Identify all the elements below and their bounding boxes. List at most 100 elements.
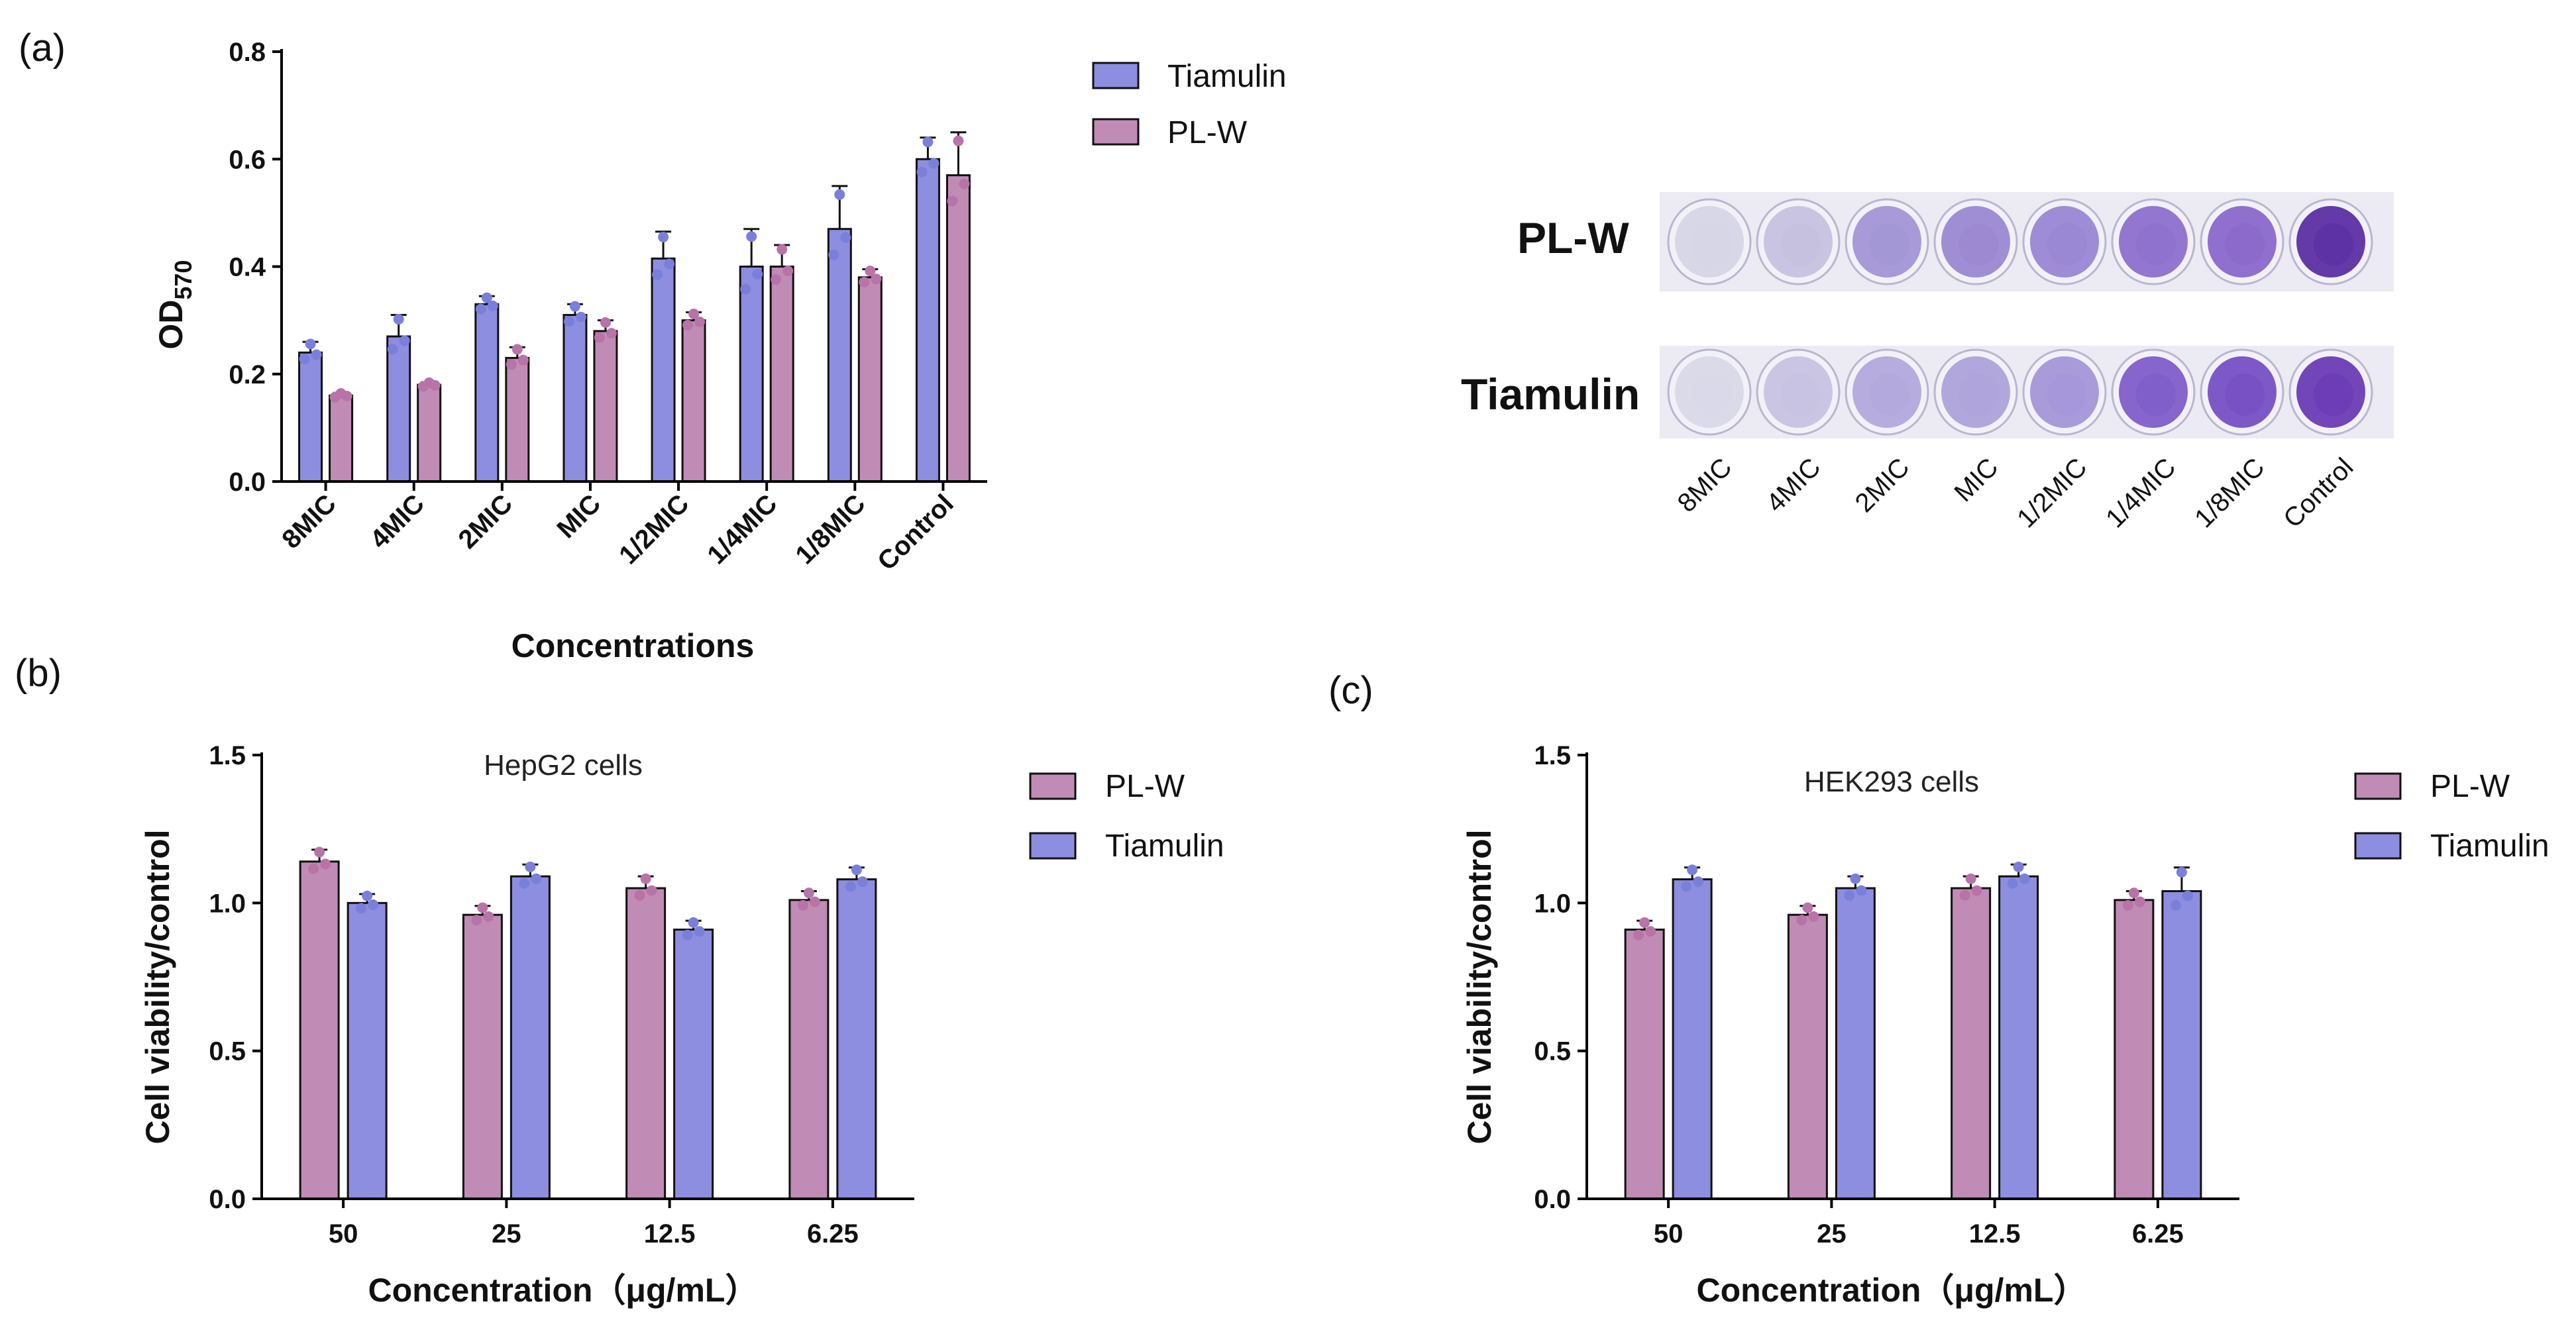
chart-a-bar-tiamulin-mic-point-0 [563, 316, 574, 327]
chart-c-bar-tiamulin-25 [1835, 887, 1876, 1200]
chart-a-ylabel-sub: 570 [170, 260, 197, 299]
chart-b-hepg2: 0.0 0.5 1.0 1.5 50 25 12.5 6.25 HepG2 cells Con… [139, 741, 1224, 1309]
chart-c-bar-pl-w-50-point-1 [1645, 926, 1656, 937]
chart-b-bar-pl-w-25-point-0 [471, 915, 482, 926]
chart-b-bar-pl-w-50 [299, 860, 340, 1200]
chart-a-bar-pl-w-1-2mic-point-1 [694, 317, 706, 328]
legend-label-tiamulin: Tiamulin [1105, 829, 1224, 864]
plate-well-tiamulin-control-center [2314, 374, 2353, 416]
chart-c-xtick-label-0: 50 [1654, 1219, 1684, 1248]
chart-c-bar-tiamulin-6-25-point-2 [2176, 866, 2187, 878]
chart-b-bar-pl-w-6-25-point-2 [803, 888, 814, 899]
chart-b-bar-pl-w-25 [462, 913, 503, 1200]
chart-c-bar-pl-w-25-point-1 [1808, 911, 1819, 922]
chart-b-bar-pl-w-50-point-1 [320, 858, 331, 870]
chart-c-bar-pl-w-12-5-point-2 [1965, 873, 1976, 884]
chart-a-bar-tiamulin-8mic-point-2 [305, 338, 316, 350]
chart-a-bar-pl-w-control-point-2 [953, 135, 964, 146]
chart-c-bar-pl-w-50 [1624, 929, 1665, 1200]
chart-c-bar-tiamulin-50-point-0 [1681, 881, 1692, 892]
chart-c-ytick-label-3: 1.5 [1534, 741, 1571, 770]
chart-c-bar-tiamulin-6-25 [2161, 890, 2202, 1200]
chart-a-bar-pl-w-1-4mic-point-0 [771, 274, 782, 285]
chart-a-bar-tiamulin-1-2mic-point-1 [664, 258, 675, 270]
chart-c-bar-pl-w-25 [1787, 913, 1828, 1200]
chart-c-bar-tiamulin-12-5-point-2 [2013, 861, 2024, 872]
chart-a-bar-tiamulin-1-2mic [651, 257, 676, 483]
chart-b-bar-tiamulin-6-25-point-1 [857, 876, 868, 888]
chart-a-bar-pl-w-mic-point-2 [600, 317, 611, 328]
chart-c-bar-tiamulin-6-25-point-0 [2170, 899, 2181, 911]
chart-a-bar-tiamulin-mic-point-1 [575, 311, 586, 323]
legend-swatch-tiamulin [1029, 832, 1077, 860]
plate-column-label-mic: MIC [1949, 452, 2004, 507]
chart-c-axes: 0.0 0.5 1.0 1.5 50 25 12.5 6.25 [1534, 741, 2239, 1248]
chart-a-xtick-label-5: 1/4MIC [702, 489, 782, 570]
chart-a-bar-tiamulin-8mic-point-0 [299, 354, 310, 365]
chart-a-bar-tiamulin-1-8mic-point-0 [828, 249, 839, 260]
chart-a-bar-tiamulin-1-4mic [739, 266, 764, 483]
chart-c-bar-tiamulin-25-point-1 [1856, 885, 1867, 896]
chart-a-bar-tiamulin-2mic [474, 303, 500, 483]
chart-c-title: HEK293 cells [1804, 766, 1979, 798]
chart-a-ytick-label-3: 0.6 [229, 145, 266, 174]
chart-c-ytick-label-0: 0.0 [1534, 1185, 1571, 1214]
chart-c-bar-tiamulin-12-5-point-0 [2007, 878, 2018, 889]
chart-a-bar-tiamulin-mic [563, 314, 588, 483]
chart-a-bar-tiamulin-1-4mic-point-1 [752, 268, 763, 280]
plate-well-pl-w-control-center [2314, 223, 2353, 266]
chart-c-xlabel: Concentration（μg/mL） [1697, 1272, 2087, 1309]
chart-b-bar-tiamulin-12-5-point-2 [688, 917, 699, 928]
chart-c-ytick-label-1: 0.5 [1534, 1037, 1571, 1066]
chart-c-bar-tiamulin-12-5 [1998, 875, 2039, 1200]
chart-a-xtick-label-2: 2MIC [453, 489, 518, 554]
chart-c-bar-pl-w-12-5 [1951, 887, 1992, 1200]
legend-swatch-tiamulin [1092, 62, 1140, 89]
chart-c-bar-tiamulin-25-point-2 [1850, 873, 1861, 884]
chart-b-bar-tiamulin-6-25 [836, 878, 877, 1200]
chart-c-bar-tiamulin-6-25-point-1 [2182, 890, 2193, 901]
chart-a-bar-pl-w-1-4mic [769, 266, 794, 483]
chart-b-bar-tiamulin-12-5 [673, 929, 714, 1200]
legend-label-tiamulin: Tiamulin [1167, 59, 1287, 94]
plate-well-pl-w-1-4mic-center [2136, 223, 2176, 266]
legend-label-plw: PL-W [1167, 115, 1248, 150]
chart-b-xlabel: Concentration（μg/mL） [368, 1272, 759, 1309]
chart-a-bar-tiamulin-8mic-point-1 [311, 349, 322, 360]
chart-c-bar-pl-w-6-25 [2114, 899, 2155, 1200]
chart-a-bar-pl-w-1-8mic-point-0 [859, 277, 870, 288]
chart-b-ytick-label-0: 0.0 [209, 1185, 246, 1214]
chart-a-bar-pl-w-mic-point-0 [594, 332, 605, 343]
chart-c-bar-tiamulin-50-point-2 [1687, 864, 1698, 876]
chart-a-bar-pl-w-2mic-point-1 [517, 354, 529, 366]
chart-a-bar-pl-w-1-8mic-point-2 [865, 265, 876, 276]
legend-label-plw: PL-W [2430, 769, 2510, 804]
chart-b-bar-pl-w-25-point-1 [483, 911, 494, 922]
chart-c-bar-tiamulin-25-point-0 [1844, 890, 1855, 901]
chart-a-bar-tiamulin-4mic-point-2 [393, 314, 404, 325]
legend-swatch-plw [1092, 118, 1140, 146]
chart-b-bar-tiamulin-50-point-2 [362, 890, 373, 901]
chart-c-xtick-label-1: 25 [1817, 1219, 1847, 1248]
chart-a-ylabel: OD570 [152, 260, 197, 349]
panel-label-b: (b) [15, 652, 62, 695]
chart-a-bar-pl-w-control-point-1 [959, 178, 970, 189]
plate-well-tiamulin-1-8mic-center [2225, 374, 2265, 416]
chart-b-ylabel: Cell viability/control [139, 829, 176, 1144]
plate-well-tiamulin-1-2mic-center [2047, 374, 2087, 416]
chart-a-bar-tiamulin-1-2mic-point-0 [652, 269, 663, 280]
chart-a-bar-pl-w-1-2mic-point-2 [688, 308, 700, 319]
chart-c-hek293: 0.0 0.5 1.0 1.5 50 25 12.5 6.25 HEK293 cells Co… [1461, 741, 2549, 1309]
chart-c-bar-pl-w-12-5-point-0 [1959, 890, 1970, 901]
chart-c-bar-pl-w-6-25-point-1 [2134, 896, 2145, 907]
chart-a-bar-tiamulin-control-point-0 [916, 166, 928, 178]
chart-a-bar-pl-w-control-point-0 [947, 195, 958, 207]
chart-b-bars [299, 846, 877, 1200]
chart-a-ytick-label-2: 0.4 [229, 253, 266, 282]
plate-well-tiamulin-4mic-center [1781, 374, 1821, 416]
plate-well-pl-w-4mic-center [1781, 223, 1821, 266]
chart-a-legend: Tiamulin PL-W [1092, 59, 1287, 150]
chart-a-bar-tiamulin-2mic-point-2 [481, 292, 492, 303]
chart-b-xtick-label-3: 6.25 [807, 1219, 859, 1248]
